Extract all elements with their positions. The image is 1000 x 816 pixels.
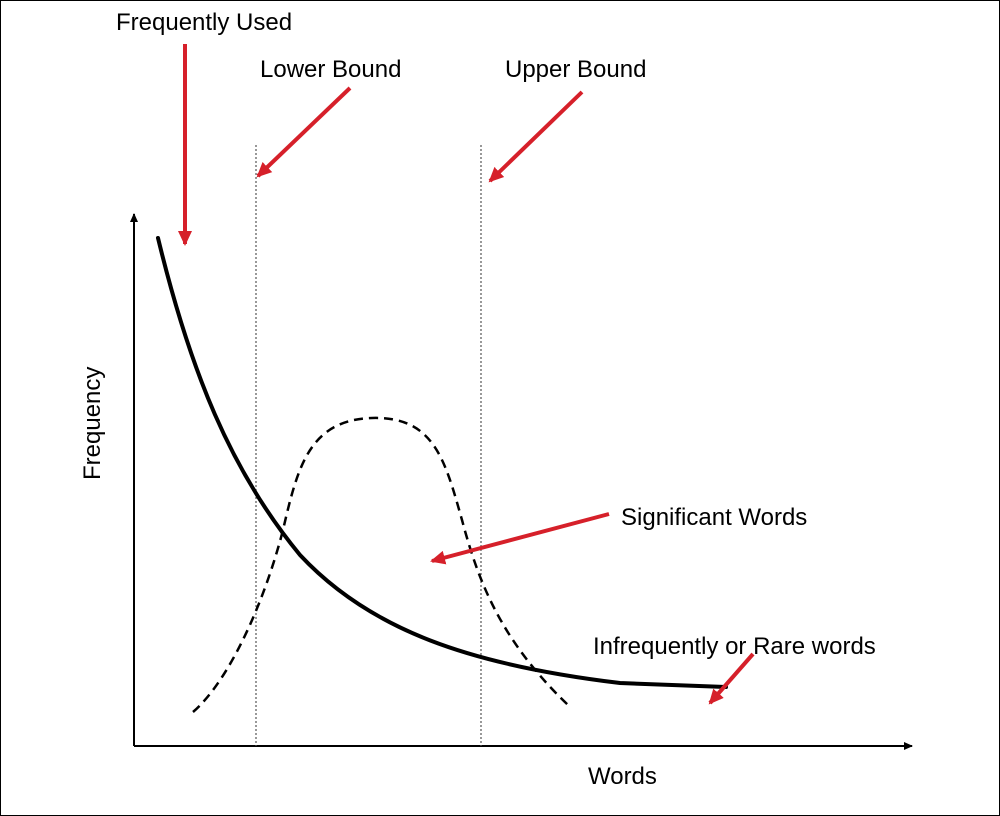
significance-curve — [192, 416, 569, 713]
frequently-used-label: Frequently Used — [116, 9, 292, 36]
frequency-curve — [156, 236, 728, 689]
upper-bound-arrow — [488, 90, 584, 183]
upper-bound-label: Upper Bound — [505, 56, 646, 83]
x-axis-title: Words — [588, 763, 657, 790]
significant-words-arrow — [430, 512, 610, 565]
rare-words-arrow — [708, 652, 755, 705]
rare-words-label: Infrequently or Rare words — [593, 633, 876, 660]
lower-bound-label: Lower Bound — [260, 56, 401, 83]
significant-words-label: Significant Words — [621, 504, 807, 531]
y-axis-title: Frequency — [79, 367, 106, 480]
lower-bound-arrow — [256, 86, 352, 178]
